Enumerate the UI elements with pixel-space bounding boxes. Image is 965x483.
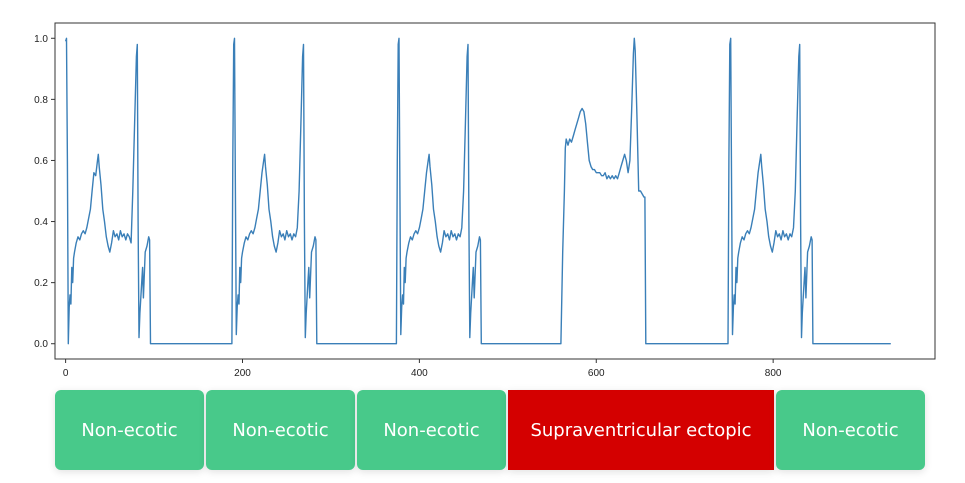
beat-label-3[interactable]: Non-ecotic — [357, 390, 506, 470]
beat-label-1[interactable]: Non-ecotic — [55, 390, 204, 470]
ecg-chart: 0.0 0.2 0.4 0.6 0.8 1.0 0 200 400 600 800 — [34, 22, 936, 379]
y-tick-label: 0.2 — [34, 278, 48, 289]
y-tick-label: 0.4 — [34, 217, 48, 228]
y-tick-label: 0.6 — [34, 156, 48, 167]
x-tick-label: 600 — [588, 368, 605, 379]
x-tick-label: 0 — [63, 368, 69, 379]
ecg-series-line — [64, 37, 891, 345]
x-axis: 0 200 400 600 800 — [63, 359, 782, 379]
y-tick-label: 0.0 — [34, 339, 48, 350]
x-tick-label: 200 — [234, 368, 251, 379]
beat-label-4[interactable]: Supraventricular ectopic — [508, 390, 774, 470]
series-layer — [64, 37, 891, 345]
beat-label-2[interactable]: Non-ecotic — [206, 390, 355, 470]
y-tick-label: 1.0 — [34, 34, 48, 45]
y-tick-label: 0.8 — [34, 95, 48, 106]
x-tick-label: 400 — [411, 368, 428, 379]
x-tick-label: 800 — [765, 368, 782, 379]
beat-label-5[interactable]: Non-ecotic — [776, 390, 925, 470]
y-axis: 0.0 0.2 0.4 0.6 0.8 1.0 — [34, 34, 55, 350]
plot-frame — [54, 22, 936, 360]
